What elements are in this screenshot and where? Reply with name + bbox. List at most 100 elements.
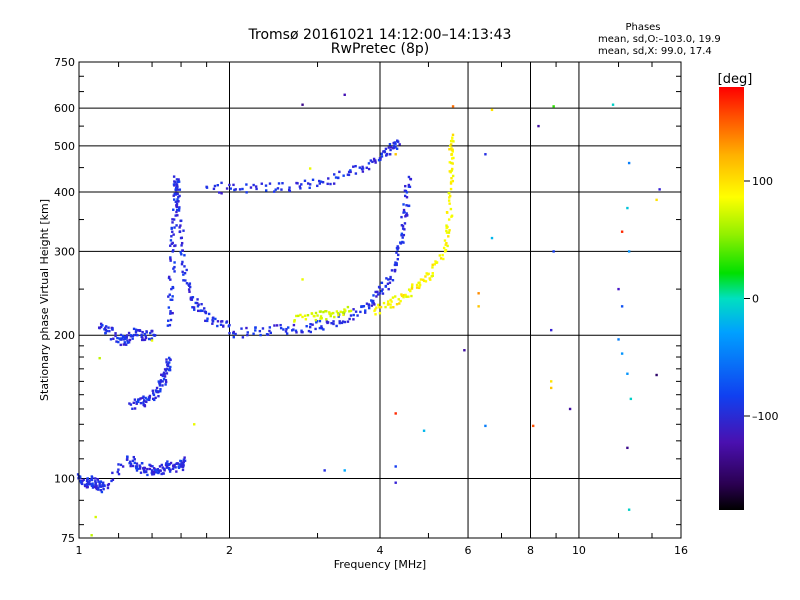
trace-point bbox=[179, 219, 182, 223]
trace-point bbox=[222, 324, 225, 327]
trace-point bbox=[173, 265, 176, 269]
trace-point bbox=[395, 303, 399, 306]
trace-point bbox=[165, 372, 169, 375]
trace-point bbox=[417, 286, 421, 290]
trace-point bbox=[140, 338, 144, 342]
trace-point bbox=[108, 329, 111, 333]
scatter-point bbox=[490, 236, 494, 240]
trace-point bbox=[384, 285, 387, 288]
trace-point bbox=[380, 289, 383, 293]
trace-point bbox=[211, 322, 214, 325]
trace-point bbox=[411, 283, 414, 286]
trace-point bbox=[418, 283, 422, 287]
trace-point bbox=[387, 302, 390, 306]
trace-point bbox=[307, 329, 311, 333]
trace-point bbox=[218, 191, 221, 194]
trace-point bbox=[449, 187, 453, 191]
trace-point bbox=[445, 242, 448, 245]
trace-point bbox=[380, 281, 384, 285]
trace-point bbox=[450, 153, 453, 156]
trace-point bbox=[349, 314, 353, 317]
trace-point bbox=[172, 198, 176, 201]
trace-point bbox=[134, 333, 138, 337]
trace-point bbox=[339, 310, 342, 314]
trace-point bbox=[163, 368, 167, 371]
trace-point bbox=[162, 377, 166, 381]
trace-point bbox=[287, 326, 290, 329]
trace-point bbox=[358, 166, 361, 169]
trace-point bbox=[300, 183, 303, 186]
trace-point bbox=[173, 226, 176, 229]
trace-point bbox=[372, 157, 376, 161]
trace-point bbox=[146, 473, 149, 477]
trace-point bbox=[153, 398, 156, 402]
trace-point bbox=[121, 465, 125, 468]
trace-point bbox=[308, 183, 312, 186]
trace-point bbox=[141, 396, 144, 400]
data-points bbox=[76, 93, 661, 537]
trace-point bbox=[445, 231, 449, 234]
trace-point bbox=[169, 312, 172, 315]
trace-point bbox=[331, 311, 335, 315]
trace-point bbox=[369, 159, 373, 162]
trace-point bbox=[159, 379, 163, 382]
x-tick-label: 16 bbox=[674, 544, 688, 557]
trace-point bbox=[332, 320, 335, 323]
trace-point bbox=[311, 178, 315, 181]
trace-point bbox=[134, 328, 138, 331]
trace-point bbox=[135, 462, 139, 465]
trace-point bbox=[156, 468, 160, 471]
trace-point bbox=[170, 227, 173, 230]
trace-point bbox=[166, 364, 170, 368]
trace-point bbox=[205, 186, 209, 189]
trace-point bbox=[309, 330, 312, 334]
trace-point bbox=[314, 311, 318, 315]
trace-point bbox=[330, 321, 333, 325]
trace-point bbox=[131, 407, 134, 410]
trace-point bbox=[291, 329, 294, 332]
trace-point bbox=[446, 244, 449, 248]
trace-point bbox=[374, 313, 377, 316]
trace-point bbox=[448, 229, 451, 232]
trace-point bbox=[175, 210, 178, 214]
trace-point bbox=[319, 180, 323, 183]
trace-point bbox=[172, 218, 176, 221]
trace-point bbox=[343, 320, 347, 324]
trace-point bbox=[295, 314, 298, 318]
trace-point bbox=[393, 263, 397, 267]
trace-point bbox=[354, 164, 357, 168]
trace-point bbox=[120, 337, 124, 340]
trace-point bbox=[352, 165, 355, 168]
trace-point bbox=[166, 465, 169, 468]
trace-point bbox=[365, 302, 369, 305]
trace-point bbox=[395, 246, 399, 250]
trace-point bbox=[137, 398, 140, 401]
scatter-point bbox=[655, 373, 658, 377]
trace-point bbox=[174, 466, 177, 469]
trace-point bbox=[196, 305, 200, 308]
trace-point bbox=[105, 329, 109, 333]
trace-point bbox=[297, 314, 300, 318]
trace-point bbox=[179, 224, 182, 227]
trace-point bbox=[125, 335, 128, 338]
trace-point bbox=[99, 325, 103, 329]
trace-point bbox=[356, 314, 359, 317]
trace-point bbox=[363, 311, 367, 314]
trace-point bbox=[172, 183, 176, 186]
trace-point bbox=[86, 477, 89, 480]
trace-point bbox=[204, 319, 207, 323]
trace-point bbox=[438, 254, 442, 257]
trace-point bbox=[402, 233, 406, 237]
trace-point bbox=[164, 383, 167, 386]
trace-point bbox=[169, 318, 173, 322]
trace-point bbox=[169, 256, 172, 259]
trace-point bbox=[128, 461, 131, 465]
scatter-point bbox=[394, 412, 397, 415]
trace-point bbox=[400, 294, 404, 298]
trace-point bbox=[175, 205, 178, 208]
trace-point bbox=[316, 314, 319, 317]
trace-point bbox=[97, 326, 101, 329]
trace-point bbox=[159, 388, 162, 391]
trace-point bbox=[91, 484, 95, 487]
trace-point bbox=[183, 265, 186, 268]
